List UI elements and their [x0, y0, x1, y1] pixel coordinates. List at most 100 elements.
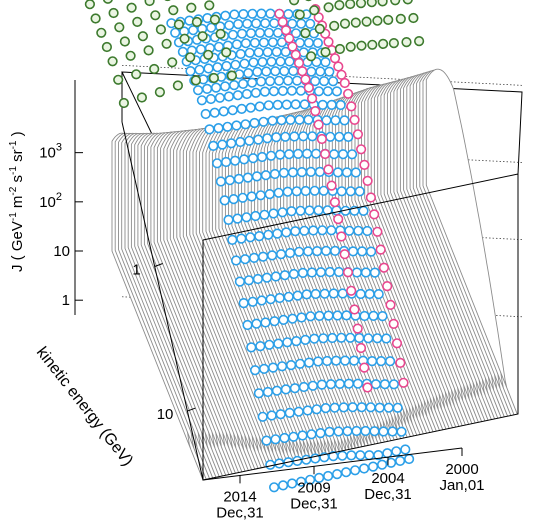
series-2-marker: [345, 0, 356, 10]
series-1-marker: [352, 323, 363, 334]
series-0-marker: [277, 85, 289, 96]
series-1-marker: [342, 267, 354, 278]
series-2-marker: [300, 27, 311, 39]
series-0-marker: [315, 267, 327, 278]
z-axis: 1 10 102 103: [39, 80, 83, 315]
series-0-marker: [304, 205, 315, 216]
series-1-marker: [300, 74, 311, 85]
series-1-marker: [388, 318, 399, 330]
series-0-marker: [312, 37, 324, 49]
series-0-marker: [298, 131, 309, 142]
series-0-marker: [220, 81, 231, 92]
series-2-marker: [208, 72, 219, 84]
series-1-marker: [369, 209, 380, 220]
series-0-marker: [246, 342, 257, 353]
series-0-marker: [325, 131, 336, 142]
series-0-marker: [214, 92, 225, 103]
series-0-marker: [299, 225, 310, 236]
series-1-marker: [398, 377, 409, 388]
series-0-marker: [170, 27, 181, 38]
series-0-marker: [311, 148, 322, 159]
series-0-marker: [229, 79, 240, 91]
series-0-marker: [320, 403, 331, 414]
series-0-marker: [295, 205, 306, 216]
series-2-marker: [108, 7, 119, 19]
series-0-marker: [295, 358, 306, 369]
series-0-marker: [270, 434, 281, 445]
series-0-marker: [239, 154, 250, 165]
series-0-marker: [233, 173, 244, 184]
series-2-marker: [401, 36, 412, 48]
series-0-marker: [341, 467, 352, 478]
series-0-marker: [307, 380, 319, 391]
z-tick-label: 10: [53, 243, 70, 260]
series-2-marker: [355, 0, 367, 9]
series-0-marker: [269, 482, 280, 493]
time-tick-label-date: Dec,31: [216, 504, 264, 520]
series-0-marker: [284, 407, 295, 419]
series-0-marker: [303, 246, 314, 257]
series-0-marker: [322, 355, 333, 367]
energy-tick: [154, 263, 163, 267]
energy-axis-line: [121, 121, 204, 481]
series-0-marker: [241, 88, 252, 100]
series-0-marker: [276, 249, 287, 260]
series-0-marker: [333, 266, 345, 278]
series-0-marker: [230, 155, 241, 166]
time-tick-label-date: Dec,31: [290, 495, 338, 512]
series-0-marker: [347, 402, 358, 413]
series-0-marker: [307, 131, 318, 142]
series-2-marker: [167, 57, 178, 68]
series-0-marker: [259, 86, 271, 97]
series-0-marker: [240, 119, 251, 130]
series-0-marker: [250, 210, 261, 222]
series-1-marker: [382, 281, 393, 292]
series-2-marker: [179, 33, 190, 44]
series-0-marker: [258, 116, 269, 127]
series-0-marker: [317, 225, 328, 236]
series-0-marker: [217, 139, 228, 150]
series-2-marker: [96, 27, 107, 38]
series-0-marker: [279, 270, 291, 281]
series-0-marker: [337, 450, 348, 461]
series-2-marker: [334, 0, 345, 11]
z-tick-label: 102: [39, 191, 62, 211]
series-0-marker: [282, 337, 293, 348]
series-0-marker: [267, 250, 278, 261]
series-1-marker: [372, 226, 383, 237]
series-0-marker: [334, 131, 345, 142]
series-0-marker: [329, 402, 340, 413]
series-0-marker: [288, 65, 299, 77]
series-0-marker: [323, 310, 334, 321]
series-2-marker: [350, 17, 361, 28]
series-2-marker: [155, 24, 166, 35]
series-0-marker: [378, 426, 389, 437]
series-0-marker: [265, 8, 276, 19]
series-0-marker: [316, 379, 328, 390]
series-0-marker: [247, 8, 258, 19]
z-tick-label: 103: [39, 142, 62, 162]
series-0-marker: [221, 60, 232, 72]
series-0-marker: [202, 83, 213, 94]
series-0-marker: [362, 225, 373, 237]
series-0-marker: [275, 56, 286, 67]
series-0-marker: [260, 18, 271, 29]
series-0-marker: [283, 9, 294, 20]
series-2-marker: [306, 51, 317, 62]
series-2-marker: [320, 46, 331, 58]
series-0-marker: [235, 136, 246, 148]
series-0-marker: [213, 123, 224, 134]
series-0-marker: [275, 149, 286, 160]
series-0-marker: [343, 378, 355, 389]
series-0-marker: [249, 37, 260, 48]
series-0-marker: [240, 254, 251, 265]
series-2-marker: [378, 38, 389, 50]
series-2-marker: [185, 52, 196, 63]
series-0-marker: [257, 151, 268, 163]
series-0-marker: [345, 186, 356, 197]
series-2-marker: [314, 23, 325, 34]
series-1-marker: [359, 159, 370, 170]
time-tick-label-year: 2009: [297, 479, 330, 496]
series-0-marker: [262, 46, 273, 58]
